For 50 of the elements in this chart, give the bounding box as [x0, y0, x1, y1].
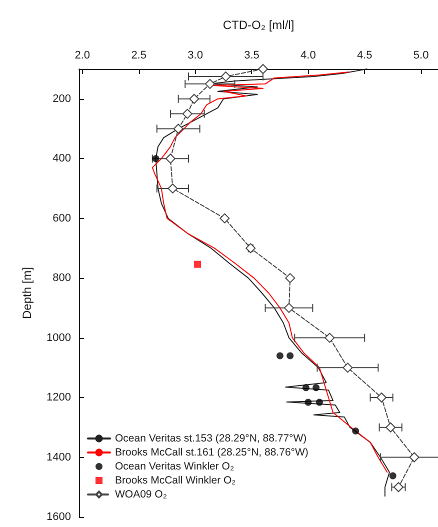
point	[152, 155, 160, 162]
point	[286, 352, 294, 360]
point	[276, 352, 284, 360]
x-tick-label: 4.0	[300, 50, 316, 62]
y-axis-title: Depth [m]	[20, 266, 34, 320]
point	[342, 362, 353, 373]
point	[302, 384, 310, 392]
x-tick-label: 2.0	[74, 50, 90, 62]
point	[316, 398, 323, 406]
point	[204, 78, 215, 89]
point	[386, 422, 396, 432]
point	[324, 332, 335, 343]
legend-label: Ocean Veritas st.153 (28.29°N, 88.77°W)	[115, 432, 307, 444]
y-tick-label: 1200	[46, 392, 71, 404]
point	[389, 472, 396, 480]
y-tick-label: 1000	[46, 332, 71, 344]
point	[246, 243, 256, 254]
point	[284, 302, 294, 313]
x-tick-label: 3.5	[244, 50, 260, 62]
point	[312, 384, 320, 392]
point	[173, 124, 184, 134]
y-tick-label: 200	[52, 92, 71, 105]
legend-label: Brooks McCall st.161 (28.25°N, 88.76°W)	[115, 446, 308, 458]
x-tick-label: 2.5	[131, 50, 146, 62]
point	[285, 273, 296, 284]
point	[409, 452, 420, 462]
x-axis-title: CTD-O₂ [ml/l]	[222, 18, 294, 32]
y-tick-label: 1600	[46, 511, 71, 523]
point	[393, 482, 404, 492]
y-tick-label: 600	[52, 212, 71, 224]
legend-label: Brooks McCall Winkler O₂	[115, 474, 236, 486]
point	[304, 398, 312, 406]
legend-label: Ocean Veritas Winkler O₂	[115, 460, 234, 472]
point	[376, 392, 387, 403]
x-tick-label: 4.5	[356, 50, 372, 62]
point	[220, 71, 231, 82]
y-tick-label: 800	[52, 272, 71, 284]
point	[352, 427, 360, 434]
point	[220, 213, 230, 224]
y-tick-label: 400	[52, 152, 71, 165]
point	[258, 64, 268, 74]
point	[182, 108, 192, 119]
x-tick-label: 3.0	[188, 50, 203, 62]
legend-label: WOA09 O₂	[115, 488, 167, 500]
point	[189, 94, 200, 104]
y-tick-label: 1400	[46, 451, 71, 464]
point	[194, 260, 202, 268]
point	[165, 154, 176, 164]
point	[168, 183, 178, 194]
x-tick-label: 5.0	[413, 50, 429, 62]
